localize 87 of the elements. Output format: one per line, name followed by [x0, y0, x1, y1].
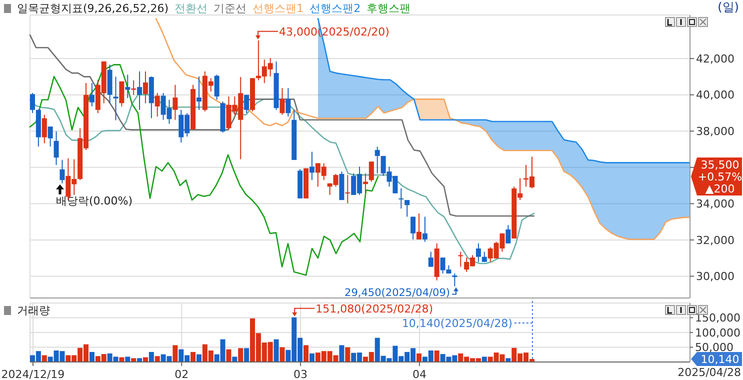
text: (일) — [718, 0, 739, 16]
candlestick — [374, 146, 380, 174]
bar — [137, 358, 142, 362]
line-series — [29, 64, 379, 276]
bar — [172, 345, 178, 362]
bar — [42, 355, 47, 362]
annotation: 29,450(2025/04/09) — [344, 287, 450, 300]
y-tick-label: 34,000 — [696, 198, 734, 211]
text: 전환선 — [174, 1, 208, 16]
candlestick — [345, 174, 350, 204]
candlestick — [458, 251, 464, 268]
bar — [434, 350, 440, 362]
candlestick — [125, 74, 130, 99]
bar — [226, 349, 232, 362]
series-label: 선행스팬2 — [310, 1, 361, 16]
candlestick — [416, 212, 422, 240]
text: 35,500 +0.57% ▲200 — [698, 158, 742, 196]
x-tick-label: 04 — [412, 368, 426, 380]
bar — [506, 358, 511, 362]
x-tick-label: 03 — [294, 368, 308, 380]
candlestick — [214, 74, 220, 100]
legend-title: 일목균형지표(9,26,26,52,26) — [17, 1, 169, 16]
candlestick — [113, 76, 118, 121]
bar — [482, 356, 487, 362]
bar — [345, 347, 350, 362]
bar — [125, 356, 130, 362]
candlestick — [428, 251, 434, 268]
bar — [304, 345, 309, 362]
bar — [309, 353, 314, 362]
candlestick — [30, 92, 35, 114]
candlestick — [404, 200, 410, 218]
y-tick-label: 30,000 — [696, 270, 734, 284]
annotation: 배당락(0.00%) — [56, 194, 133, 208]
candlestick — [368, 161, 374, 182]
y-tick-label: 40,000 — [696, 88, 734, 102]
candlestick — [142, 70, 148, 104]
bar — [196, 354, 202, 362]
candlestick — [54, 130, 59, 166]
bar — [244, 348, 250, 362]
bar — [131, 358, 136, 362]
annotation: 10,140(2025/04/28) — [402, 317, 512, 330]
text: 기준선 — [214, 1, 247, 16]
text: 후행스팬 — [366, 1, 411, 16]
candlestick — [280, 88, 285, 116]
candlestick — [137, 70, 142, 110]
bar — [274, 339, 279, 362]
candlestick — [398, 188, 404, 210]
bar — [339, 345, 344, 362]
candlestick — [286, 88, 291, 118]
candlestick — [422, 216, 428, 242]
candlestick — [154, 92, 160, 118]
text: 2025/04/28 — [678, 366, 741, 379]
text: 선행스팬1 — [252, 1, 304, 16]
text: 거래량 — [17, 303, 50, 318]
candlestick — [119, 80, 124, 107]
y-tick-label: 38,000 — [696, 125, 734, 138]
candlestick — [48, 126, 53, 148]
bar — [232, 356, 238, 362]
bar — [238, 348, 244, 362]
candlestick — [362, 172, 368, 194]
candlestick — [89, 82, 94, 107]
x-tick-label: 02 — [174, 368, 189, 380]
candlestick — [196, 76, 202, 110]
bar — [190, 352, 196, 362]
text: 10,140 — [700, 353, 740, 366]
candlestick — [482, 251, 487, 262]
y-tick-label: 32,000 — [696, 234, 734, 247]
candlestick — [476, 242, 481, 262]
candlestick — [452, 273, 458, 287]
candlestick — [309, 151, 314, 181]
bar — [416, 353, 422, 362]
y-tick-label: 42,000 — [696, 52, 734, 66]
line-series — [155, 18, 691, 240]
candlestick — [244, 94, 250, 114]
y-tick-label: 100,000 — [695, 326, 740, 340]
candlestick — [506, 224, 511, 244]
bar — [89, 352, 94, 362]
candlestick — [410, 216, 416, 240]
annotation: 151,080(2025/02/28) — [316, 302, 434, 316]
bar — [148, 352, 154, 362]
bar — [154, 356, 160, 362]
candlestick — [172, 84, 178, 120]
candlestick — [42, 114, 47, 144]
bar — [280, 347, 285, 362]
candlestick — [60, 159, 65, 184]
x-tick-label: 2024/12/19 — [1, 368, 65, 380]
y-tick-label: 50,000 — [695, 341, 734, 354]
